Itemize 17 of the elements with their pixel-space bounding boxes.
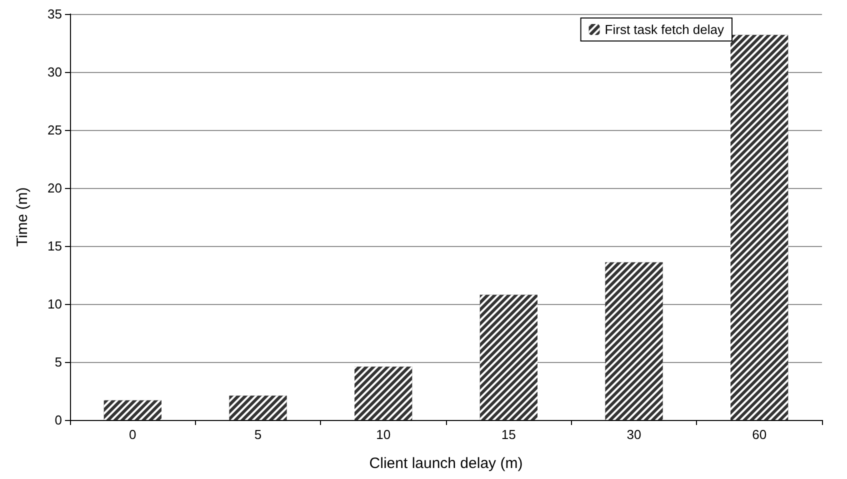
x-tick-label: 15 xyxy=(501,427,516,442)
y-tick-label: 25 xyxy=(48,122,62,138)
x-tick-label: 0 xyxy=(129,427,136,442)
x-tick-label: 10 xyxy=(376,427,391,442)
y-tick-label: 15 xyxy=(48,238,62,254)
x-axis-title: Client launch delay (m) xyxy=(369,455,523,472)
legend-label: First task fetch delay xyxy=(604,22,724,37)
y-tick-label: 35 xyxy=(48,6,62,22)
y-tick-label: 30 xyxy=(48,64,62,80)
y-tick-label: 20 xyxy=(48,180,62,196)
x-tick-label: 30 xyxy=(626,427,642,442)
y-tick-label: 5 xyxy=(54,354,62,370)
y-axis-title: Time (m) xyxy=(14,187,31,247)
x-tick-label: 5 xyxy=(254,427,262,442)
y-tick-label: 10 xyxy=(48,296,62,312)
x-tick-label: 60 xyxy=(752,427,767,442)
y-tick-label: 0 xyxy=(54,412,62,428)
